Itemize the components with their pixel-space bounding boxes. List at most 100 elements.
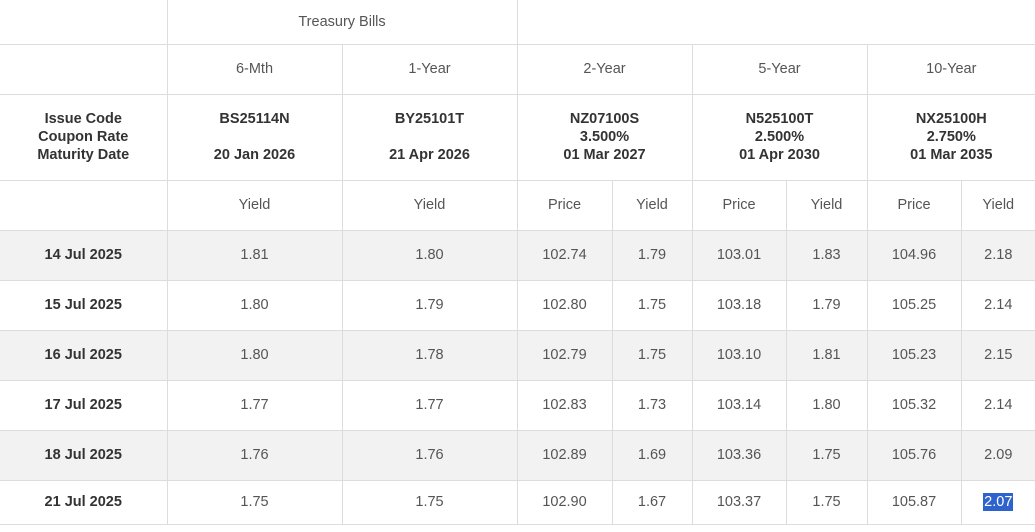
- table-cell: 105.32: [866, 379, 962, 431]
- table-cell: 1.79: [785, 279, 868, 331]
- stub-header-bottom: [0, 179, 168, 231]
- table-cell: 103.01: [691, 229, 787, 281]
- table-cell: 1.67: [611, 479, 693, 525]
- table-cell: 102.80: [516, 279, 613, 331]
- tenor-1-year: 1-Year: [341, 43, 518, 95]
- measure-header-row: Yield Yield Price Yield Price Yield Pric…: [0, 179, 1035, 231]
- issue-code: BS25114N: [219, 111, 290, 127]
- issue-header-row: Issue Code Coupon Rate Maturity Date BS2…: [0, 93, 1035, 181]
- measure-header-cell: Yield: [785, 179, 868, 231]
- issue-maturity: 01 Apr 2030: [739, 147, 820, 163]
- table-cell: 1.75: [785, 479, 868, 525]
- issue-coupon: [168, 128, 341, 146]
- table-cell: 2.09: [960, 429, 1035, 481]
- issue-coupon: 2.750%: [926, 129, 976, 145]
- issue-maturity: 21 Apr 2026: [389, 147, 470, 163]
- issue-bs25114n: BS25114N 20 Jan 2026: [166, 93, 343, 181]
- table-row: 15 Jul 2025 1.80 1.79 102.80 1.75 103.18…: [0, 279, 1035, 331]
- group-header-blank: [516, 0, 1035, 45]
- table-cell: 1.69: [611, 429, 693, 481]
- table-cell: 102.90: [516, 479, 613, 525]
- table-cell: 103.18: [691, 279, 787, 331]
- measure-header-cell: Yield: [341, 179, 518, 231]
- table-cell: 1.76: [341, 429, 518, 481]
- table-cell: 104.96: [866, 229, 962, 281]
- row-date: 15 Jul 2025: [0, 279, 168, 331]
- table-cell-selected[interactable]: 2.07: [960, 479, 1035, 525]
- issue-by25101t: BY25101T 21 Apr 2026: [341, 93, 518, 181]
- table-cell: 2.14: [960, 379, 1035, 431]
- table-cell: 2.15: [960, 329, 1035, 381]
- table-cell: 1.80: [785, 379, 868, 431]
- stub-header-middle: [0, 43, 168, 95]
- table-cell: 1.80: [166, 279, 343, 331]
- table-cell: 103.10: [691, 329, 787, 381]
- table-cell: 1.83: [785, 229, 868, 281]
- row-date: 16 Jul 2025: [0, 329, 168, 381]
- table-cell: 1.78: [341, 329, 518, 381]
- table-cell: 1.77: [166, 379, 343, 431]
- tenor-10-year: 10-Year: [866, 43, 1035, 95]
- measure-header-cell: Yield: [960, 179, 1035, 231]
- issue-maturity: 20 Jan 2026: [213, 147, 296, 163]
- table-cell: 105.76: [866, 429, 962, 481]
- issue-code: N525100T: [745, 111, 814, 127]
- table-cell: 102.83: [516, 379, 613, 431]
- issue-code: BY25101T: [394, 111, 465, 127]
- tenor-6-mth: 6-Mth: [166, 43, 343, 95]
- issue-coupon: 3.500%: [579, 129, 630, 145]
- table-cell: 102.89: [516, 429, 613, 481]
- row-date: 18 Jul 2025: [0, 429, 168, 481]
- table-cell: 1.80: [341, 229, 518, 281]
- table-cell: 105.25: [866, 279, 962, 331]
- row-date: 17 Jul 2025: [0, 379, 168, 431]
- stub-label-maturity-date: Maturity Date: [37, 147, 130, 163]
- table-cell: 1.80: [166, 329, 343, 381]
- table-cell: 1.79: [611, 229, 693, 281]
- row-date: 21 Jul 2025: [0, 479, 168, 525]
- table-cell: 1.76: [166, 429, 343, 481]
- group-header-row: Treasury Bills: [0, 0, 1035, 45]
- stub-label-issue-code: Issue Code: [44, 111, 122, 127]
- issue-code: NZ07100S: [569, 111, 640, 127]
- table-cell: 1.79: [341, 279, 518, 331]
- table-cell: 1.75: [785, 429, 868, 481]
- table-cell: 1.81: [785, 329, 868, 381]
- table-row: 16 Jul 2025 1.80 1.78 102.79 1.75 103.10…: [0, 329, 1035, 381]
- issue-maturity: 01 Mar 2035: [910, 147, 993, 163]
- table-cell: 2.18: [960, 229, 1035, 281]
- table-cell: 1.81: [166, 229, 343, 281]
- table-cell: 1.75: [166, 479, 343, 525]
- table-row: 21 Jul 2025 1.75 1.75 102.90 1.67 103.37…: [0, 479, 1035, 525]
- table-cell: 1.75: [611, 279, 693, 331]
- table-cell: 102.79: [516, 329, 613, 381]
- table-cell: 1.73: [611, 379, 693, 431]
- issue-nx25100h: NX25100H 2.750% 01 Mar 2035: [866, 93, 1035, 181]
- measure-header-cell: Price: [866, 179, 962, 231]
- table-cell: 105.23: [866, 329, 962, 381]
- issue-coupon: 2.500%: [754, 129, 805, 145]
- issue-maturity: 01 Mar 2027: [563, 147, 646, 163]
- issue-coupon: [343, 128, 516, 146]
- measure-header-cell: Yield: [166, 179, 343, 231]
- table-cell: 2.14: [960, 279, 1035, 331]
- table-cell: 102.74: [516, 229, 613, 281]
- tenor-header-row: 6-Mth 1-Year 2-Year 5-Year 10-Year: [0, 43, 1035, 95]
- measure-header-cell: Price: [516, 179, 613, 231]
- measure-header-cell: Price: [691, 179, 787, 231]
- issue-code: NX25100H: [915, 111, 987, 127]
- table-row: 14 Jul 2025 1.81 1.80 102.74 1.79 103.01…: [0, 229, 1035, 281]
- issue-nz07100s: NZ07100S 3.500% 01 Mar 2027: [516, 93, 693, 181]
- table-cell: 103.37: [691, 479, 787, 525]
- issue-stub-label: Issue Code Coupon Rate Maturity Date: [0, 93, 168, 181]
- tenor-2-year: 2-Year: [516, 43, 693, 95]
- table-row: 18 Jul 2025 1.76 1.76 102.89 1.69 103.36…: [0, 429, 1035, 481]
- table-cell: 1.75: [341, 479, 518, 525]
- issue-n525100t: N525100T 2.500% 01 Apr 2030: [691, 93, 868, 181]
- table-row: 17 Jul 2025 1.77 1.77 102.83 1.73 103.14…: [0, 379, 1035, 431]
- selected-text[interactable]: 2.07: [983, 493, 1014, 511]
- tenor-5-year: 5-Year: [691, 43, 868, 95]
- group-header-treasury-bills: Treasury Bills: [166, 0, 518, 45]
- stub-header-top: [0, 0, 168, 45]
